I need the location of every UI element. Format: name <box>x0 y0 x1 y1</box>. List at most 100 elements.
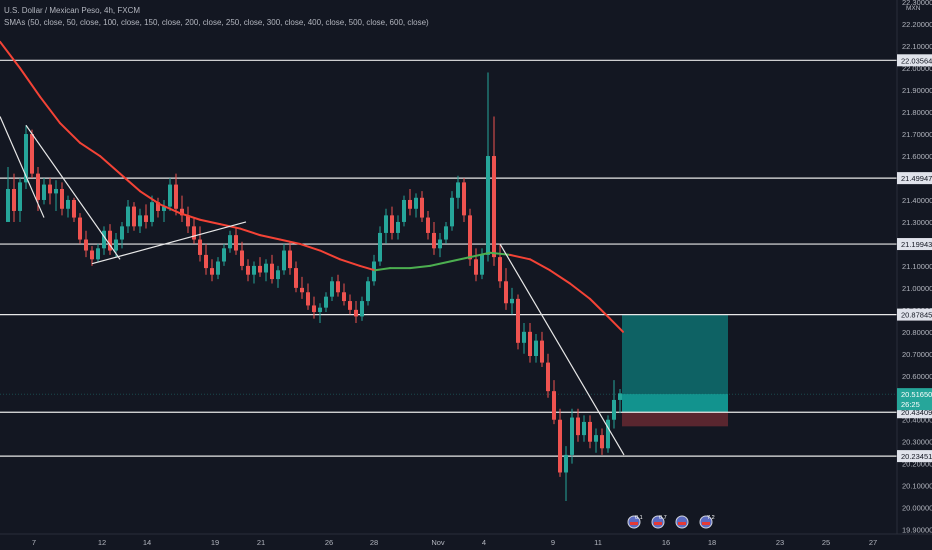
candle-down[interactable] <box>348 294 352 315</box>
trendline[interactable] <box>25 124 121 260</box>
trendline[interactable] <box>0 116 45 218</box>
candle-up[interactable] <box>570 408 574 464</box>
candle-down[interactable] <box>306 283 310 310</box>
candle-up[interactable] <box>228 230 232 253</box>
long-position-stop-zone[interactable] <box>622 412 728 427</box>
candle-down[interactable] <box>558 408 562 477</box>
candle-down[interactable] <box>426 210 430 240</box>
economic-event-icon[interactable]: 0.7 <box>651 515 667 529</box>
candle-up[interactable] <box>522 323 526 354</box>
candle-up[interactable] <box>438 232 442 258</box>
candle-down[interactable] <box>186 206 190 233</box>
candle-up[interactable] <box>168 178 172 211</box>
candle-down[interactable] <box>48 178 52 205</box>
candle-down[interactable] <box>204 243 208 275</box>
candle-down[interactable] <box>492 116 496 266</box>
candle-up[interactable] <box>138 208 142 233</box>
candle-up[interactable] <box>534 334 538 363</box>
candle-down[interactable] <box>210 259 214 282</box>
candle-up[interactable] <box>606 415 610 453</box>
candle-up[interactable] <box>618 388 622 414</box>
candle-down[interactable] <box>156 197 160 218</box>
candle-up[interactable] <box>330 276 334 302</box>
candle-up[interactable] <box>582 415 586 442</box>
candle-up[interactable] <box>150 195 154 227</box>
candle-up[interactable] <box>162 199 166 222</box>
candle-down[interactable] <box>498 243 502 288</box>
candle-down[interactable] <box>420 191 424 222</box>
candle-down[interactable] <box>84 230 88 258</box>
candle-up[interactable] <box>126 199 130 233</box>
candle-down[interactable] <box>108 224 112 255</box>
candle-down[interactable] <box>540 331 544 367</box>
candle-down[interactable] <box>546 353 550 398</box>
candle-down[interactable] <box>72 197 76 222</box>
candle-down[interactable] <box>528 323 532 363</box>
candle-down[interactable] <box>240 241 244 271</box>
candle-down[interactable] <box>342 283 346 306</box>
candle-up[interactable] <box>102 226 106 255</box>
economic-event-icon[interactable] <box>675 515 689 529</box>
candle-down[interactable] <box>516 294 520 350</box>
candle-up[interactable] <box>444 221 448 244</box>
candle-down[interactable] <box>432 221 436 255</box>
candle-down[interactable] <box>588 415 592 449</box>
candle-up[interactable] <box>264 259 268 282</box>
candle-up[interactable] <box>450 191 454 231</box>
candle-down[interactable] <box>600 428 604 455</box>
candle-up[interactable] <box>282 243 286 275</box>
candle-up[interactable] <box>456 175 460 209</box>
candle-up[interactable] <box>486 72 490 262</box>
candle-down[interactable] <box>258 257 262 277</box>
candle-up[interactable] <box>216 257 220 280</box>
candle-down[interactable] <box>246 259 250 282</box>
candle-up[interactable] <box>510 287 514 315</box>
candle-down[interactable] <box>462 178 466 222</box>
sma-study-legend[interactable]: SMAs (50, close, 50, close, 100, close, … <box>4 18 429 27</box>
candle-down[interactable] <box>198 226 202 262</box>
candle-up[interactable] <box>402 195 406 227</box>
candle-up[interactable] <box>252 261 256 284</box>
candle-up[interactable] <box>18 178 22 222</box>
candle-down[interactable] <box>234 228 238 255</box>
economic-event-icon[interactable]: 0.1 <box>627 515 643 529</box>
candle-down[interactable] <box>294 261 298 293</box>
candle-down[interactable] <box>132 202 136 231</box>
candle-up[interactable] <box>564 446 568 502</box>
candle-up[interactable] <box>24 125 28 189</box>
candle-up[interactable] <box>480 248 484 280</box>
candle-down[interactable] <box>192 217 196 244</box>
candle-down[interactable] <box>78 213 82 244</box>
candle-down[interactable] <box>174 173 178 216</box>
candle-up[interactable] <box>612 380 616 429</box>
candle-down[interactable] <box>144 204 148 229</box>
candle-up[interactable] <box>414 193 418 218</box>
candle-up[interactable] <box>222 243 226 266</box>
trendline[interactable] <box>499 243 625 456</box>
candle-down[interactable] <box>288 241 292 275</box>
trendline[interactable] <box>91 221 247 265</box>
candle-up[interactable] <box>360 296 364 321</box>
candle-up[interactable] <box>6 167 10 222</box>
candle-down[interactable] <box>270 254 274 284</box>
candle-up[interactable] <box>318 303 322 324</box>
candle-down[interactable] <box>474 248 478 282</box>
candle-up[interactable] <box>324 292 328 313</box>
candle-up[interactable] <box>42 178 46 205</box>
candle-down[interactable] <box>552 380 556 425</box>
candle-down[interactable] <box>354 301 358 324</box>
candle-up[interactable] <box>378 226 382 266</box>
candle-up[interactable] <box>120 221 124 249</box>
candle-down[interactable] <box>408 188 412 216</box>
candle-up[interactable] <box>366 276 370 306</box>
candle-up[interactable] <box>54 180 58 211</box>
candle-down[interactable] <box>30 129 34 178</box>
candle-down[interactable] <box>180 195 184 222</box>
candle-down[interactable] <box>12 173 16 222</box>
candle-up[interactable] <box>276 265 280 288</box>
candle-down[interactable] <box>300 276 304 299</box>
candle-down[interactable] <box>576 408 580 442</box>
candle-up[interactable] <box>384 208 388 244</box>
candle-up[interactable] <box>66 195 70 218</box>
